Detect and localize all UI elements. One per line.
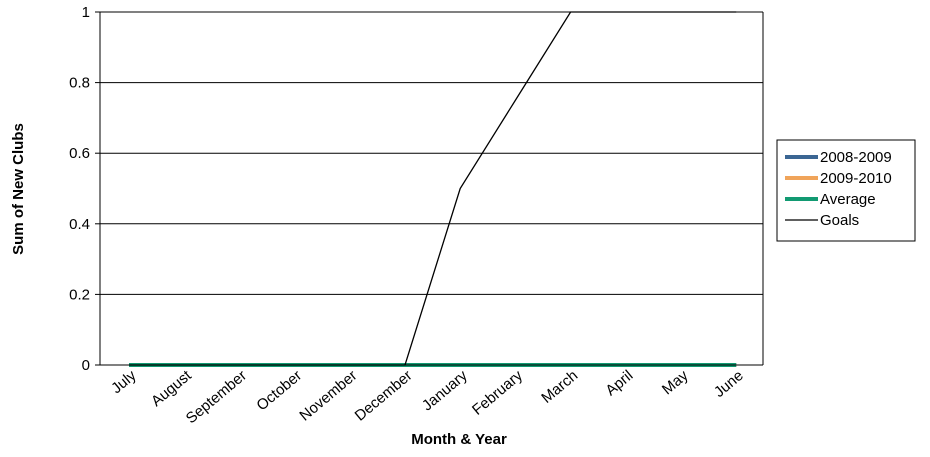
x-tick-label: June [711, 367, 747, 401]
x-tick-label: July [108, 367, 140, 397]
legend: 2008-2009 2009-2010 Average Goals [776, 139, 916, 242]
y-tick-label: 0.8 [69, 75, 90, 92]
gridlines [100, 11, 763, 295]
x-axis-title: Month & Year [411, 431, 507, 448]
legend-label: 2008-2009 [820, 149, 892, 166]
x-tick-label: August [148, 367, 195, 411]
y-tick-label: 0.2 [69, 286, 90, 303]
y-axis-title: Sum of New Clubs [10, 123, 27, 255]
y-tick-label: 0.6 [69, 145, 90, 162]
x-tick-label: April [602, 367, 636, 399]
legend-label: Goals [820, 212, 859, 229]
x-tick-label: May [659, 367, 692, 399]
series-lines [129, 11, 737, 367]
x-tick-label: December [352, 367, 416, 425]
x-tick-label: January [419, 367, 471, 415]
legend-label: Average [820, 191, 876, 208]
legend-label: 2009-2010 [820, 170, 892, 187]
y-tick-label: 0 [82, 357, 90, 374]
axes [95, 11, 764, 366]
legend-items: 2008-2009 2009-2010 Average Goals [785, 149, 892, 229]
series-line [129, 11, 737, 366]
y-tick-labels: 0 0.2 0.4 0.6 0.8 1 [69, 4, 90, 374]
x-tick-label: September [183, 367, 250, 427]
x-tick-label: February [469, 367, 526, 419]
x-tick-label: November [296, 367, 360, 425]
y-tick-label: 1 [82, 4, 90, 21]
x-tick-label: March [538, 367, 581, 407]
x-tick-label: October [253, 367, 305, 414]
y-tick-label: 0.4 [69, 216, 90, 233]
